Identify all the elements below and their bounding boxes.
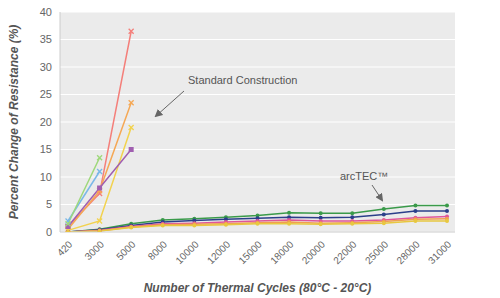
svg-text:3000: 3000 [83, 238, 107, 262]
svg-text:20: 20 [40, 116, 52, 128]
svg-text:Number of Thermal Cycles (80°C: Number of Thermal Cycles (80°C - 20°C) [144, 281, 372, 295]
svg-text:40: 40 [40, 6, 52, 18]
svg-text:22000: 22000 [331, 238, 359, 266]
svg-text:25000: 25000 [363, 238, 391, 266]
svg-text:5: 5 [46, 198, 52, 210]
svg-text:10: 10 [40, 171, 52, 183]
svg-text:15: 15 [40, 143, 52, 155]
svg-text:0: 0 [46, 226, 52, 238]
svg-text:Percent Change of Resistance (: Percent Change of Resistance (%) [8, 25, 21, 220]
svg-text:31000: 31000 [426, 238, 454, 266]
svg-text:arcTEC™: arcTEC™ [340, 170, 388, 182]
svg-text:420: 420 [55, 238, 75, 258]
svg-text:5000: 5000 [114, 238, 138, 262]
svg-text:20000: 20000 [300, 238, 328, 266]
svg-text:12000: 12000 [205, 238, 233, 266]
svg-text:30: 30 [40, 61, 52, 73]
svg-text:35: 35 [40, 33, 52, 45]
svg-text:25: 25 [40, 88, 52, 100]
svg-text:10000: 10000 [173, 238, 201, 266]
svg-text:8000: 8000 [146, 238, 170, 262]
svg-text:Standard Construction: Standard Construction [188, 74, 297, 86]
svg-text:28000: 28000 [394, 238, 422, 266]
svg-text:15000: 15000 [236, 238, 264, 266]
svg-text:18000: 18000 [268, 238, 296, 266]
